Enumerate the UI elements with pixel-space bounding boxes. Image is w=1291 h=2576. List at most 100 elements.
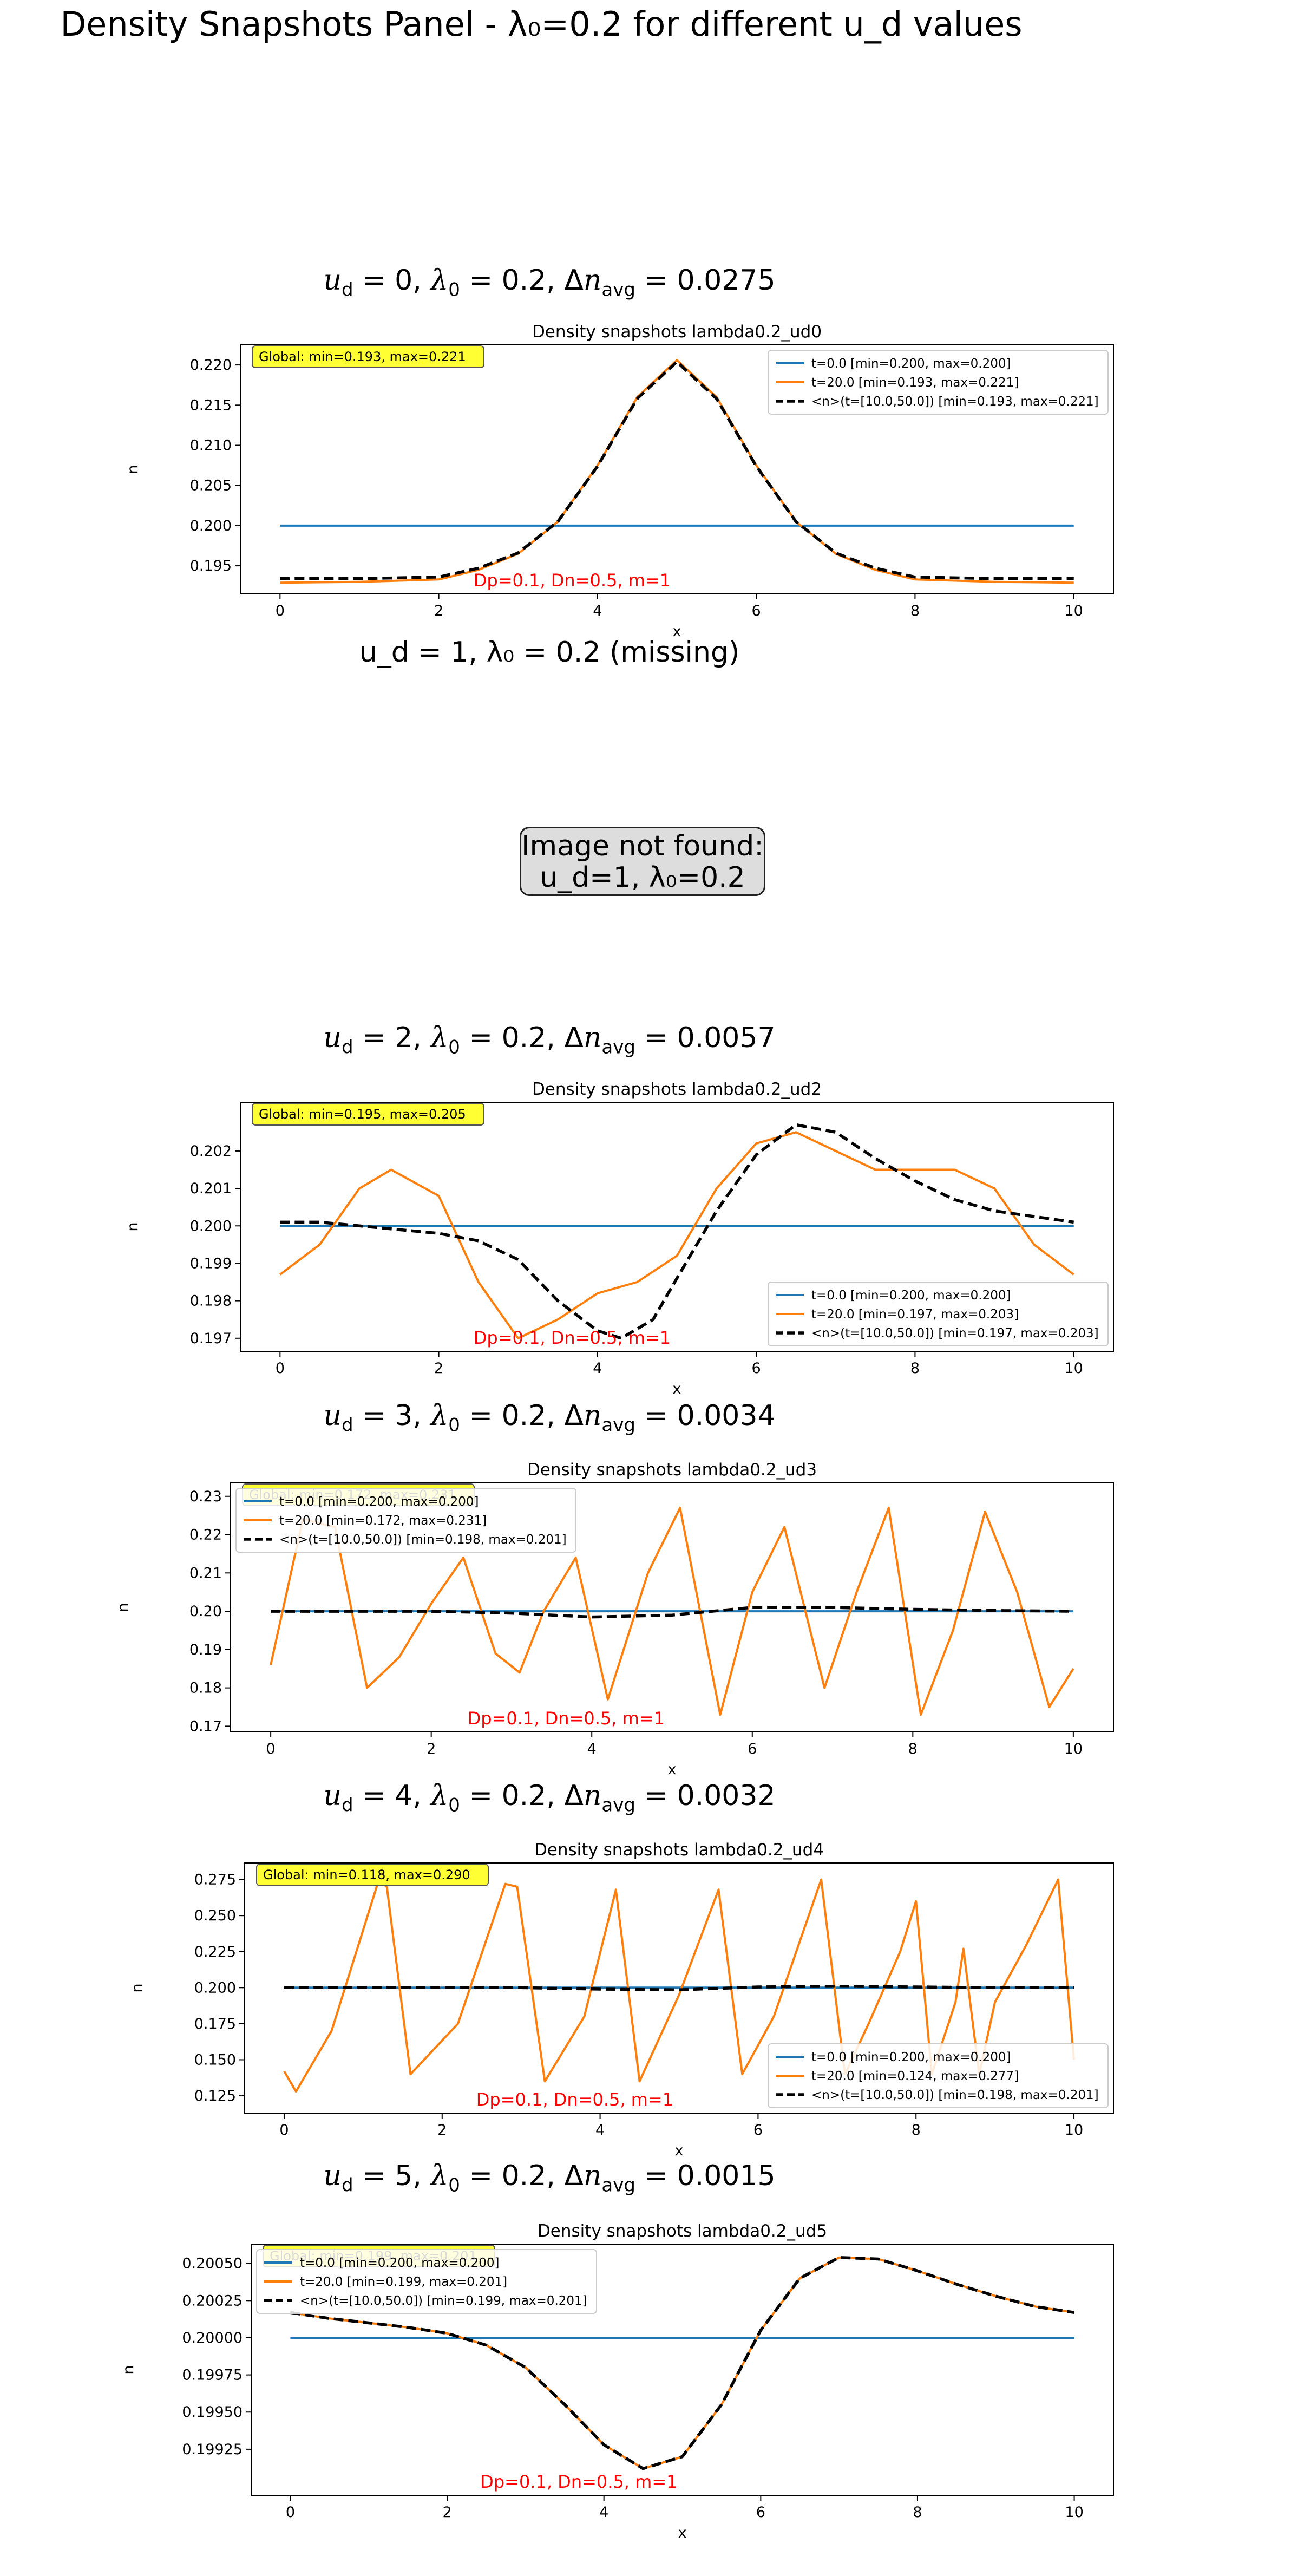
x-tick-label: 2 (442, 2504, 451, 2521)
global-range-label: Global: min=0.193, max=0.221 (259, 349, 466, 364)
panel-heading: ud = 0, λ0 = 0.2, Δnavg = 0.0275 (0, 264, 1099, 300)
heading-ud-value: 5 (395, 2160, 413, 2192)
y-tick-label: 0.150 (194, 2051, 236, 2068)
figure-title: Density Snapshots Panel - λ₀=0.2 for dif… (60, 4, 1023, 44)
heading-u-symbol: u (323, 1022, 342, 1054)
y-tick-label: 0.200 (190, 1218, 232, 1234)
heading-lambda-symbol: λ (430, 264, 449, 297)
y-tick-label: 0.202 (190, 1143, 232, 1160)
y-tick-label: 0.19975 (182, 2367, 243, 2384)
heading-lambda-sub: 0 (448, 1414, 460, 1436)
missing-image-notice: Image not found: u_d=1, λ₀=0.2 (520, 827, 765, 896)
legend: t=0.0 [min=0.200, max=0.200] t=20.0 [min=… (768, 2043, 1109, 2108)
x-tick-label: 8 (912, 2122, 921, 2139)
legend-entry: t=20.0 [min=0.197, max=0.203] (811, 1307, 1019, 1322)
heading-lambda-sub: 0 (448, 1794, 460, 1816)
heading-lambda-value: 0.2 (501, 1400, 547, 1432)
x-tick-label: 10 (1065, 1360, 1083, 1377)
heading-avg-sub: avg (601, 1794, 635, 1816)
heading-lambda-sub: 0 (448, 1036, 460, 1058)
heading-delta-symbol: Δ (564, 2160, 584, 2192)
legend-box (256, 2249, 597, 2314)
missing-notice-line2: u_d=1, λ₀=0.2 (540, 861, 745, 894)
y-tick-label: 0.225 (194, 1944, 236, 1960)
x-tick-label: 4 (593, 603, 602, 619)
x-axis-label: x (678, 2525, 687, 2541)
heading-ud-value: 3 (395, 1400, 413, 1432)
plot-frame (251, 2244, 1114, 2496)
heading-dn-value: 0.0034 (677, 1400, 776, 1432)
x-tick-label: 2 (434, 1360, 443, 1377)
params-annotation: Dp=0.1, Dn=0.5, m=1 (468, 1708, 665, 1729)
heading-dn-value: 0.0057 (677, 1022, 776, 1054)
y-tick-label: 0.275 (194, 1872, 236, 1888)
heading-sep: , (546, 2160, 565, 2192)
legend: t=0.0 [min=0.200, max=0.200] t=20.0 [min=… (235, 1488, 576, 1553)
series-line-average (284, 1984, 1074, 1992)
y-axis-label: n (124, 1222, 141, 1231)
legend: t=0.0 [min=0.200, max=0.200] t=20.0 [min=… (768, 350, 1109, 415)
missing-panel-heading: u_d = 1, λ₀ = 0.2 (missing) (359, 636, 740, 669)
heading-eq: = (353, 1780, 395, 1812)
heading-n-symbol: n (583, 1400, 602, 1432)
y-tick-label: 0.250 (194, 1907, 236, 1924)
chart-title: Density snapshots lambda0.2_ud3 (527, 1460, 817, 1480)
y-axis-label: n (120, 2365, 137, 2374)
heading-n-symbol: n (583, 2160, 602, 2192)
heading-avg-sub: avg (601, 279, 635, 301)
density-chart-4: Density snapshots lambda0.2_ud5 0 2 4 6 8 10 0.… (120, 2221, 1114, 2541)
heading-eq: = (460, 264, 502, 297)
series-line-final (280, 359, 1074, 584)
y-tick-label: 0.19 (189, 1642, 222, 1658)
series-line-final (279, 1131, 1074, 1339)
density-chart-0: Density snapshots lambda0.2_ud0 0 2 4 6 8 10 0.… (124, 322, 1114, 640)
heading-u-symbol: u (323, 2160, 342, 2192)
panel-heading: ud = 2, λ0 = 0.2, Δnavg = 0.0057 (0, 1022, 1099, 1058)
heading-lambda-sub: 0 (448, 2174, 460, 2196)
heading-eq: = (460, 1780, 502, 1812)
x-tick-label: 8 (908, 1741, 918, 1757)
heading-dn-value: 0.0275 (677, 264, 776, 297)
x-tick-label: 4 (595, 2122, 605, 2139)
legend-entry: t=20.0 [min=0.124, max=0.277] (811, 2069, 1019, 2083)
plot-frame (240, 344, 1114, 594)
global-range-badge (256, 1864, 489, 1886)
global-range-label: Global: min=0.118, max=0.290 (263, 1867, 470, 1882)
heading-eq: = (353, 264, 395, 297)
global-range-badge (252, 345, 484, 368)
heading-eq: = (635, 264, 677, 297)
y-tick-label: 0.198 (190, 1293, 232, 1310)
heading-u-sub: d (341, 1414, 353, 1436)
heading-u-sub: d (341, 279, 353, 301)
x-tick-label: 0 (286, 2504, 295, 2521)
y-tick-label: 0.195 (190, 558, 232, 574)
heading-eq: = (353, 1400, 395, 1432)
legend-box (235, 1488, 576, 1553)
y-tick-label: 0.18 (189, 1680, 222, 1697)
heading-u-sub: d (341, 1036, 353, 1058)
heading-eq: = (635, 2160, 677, 2192)
heading-dn-value: 0.0032 (677, 1780, 776, 1812)
y-tick-label: 0.205 (190, 478, 232, 494)
heading-avg-sub: avg (601, 2174, 635, 2196)
global-range-label: Global: min=0.195, max=0.205 (259, 1107, 466, 1122)
x-tick-label: 4 (593, 1360, 602, 1377)
x-tick-label: 4 (587, 1741, 597, 1757)
heading-lambda-symbol: λ (430, 1780, 449, 1812)
x-tick-label: 10 (1065, 603, 1083, 619)
heading-lambda-symbol: λ (430, 1022, 449, 1054)
heading-sep: , (546, 1780, 565, 1812)
y-tick-label: 0.175 (194, 2016, 236, 2032)
y-tick-label: 0.220 (190, 357, 232, 374)
heading-sep: , (412, 1780, 431, 1812)
plot-frame (240, 1102, 1114, 1352)
params-annotation: Dp=0.1, Dn=0.5, m=1 (474, 1328, 671, 1348)
heading-n-symbol: n (583, 1022, 602, 1054)
x-axis-label: x (668, 1761, 677, 1778)
y-tick-label: 0.210 (190, 437, 232, 454)
heading-ud-value: 2 (395, 1022, 413, 1054)
legend-entry: <n>(t=[10.0,50.0]) [min=0.198, max=0.201… (811, 2088, 1099, 2102)
x-tick-label: 0 (276, 1360, 285, 1377)
heading-delta-symbol: Δ (564, 1022, 584, 1054)
params-annotation: Dp=0.1, Dn=0.5, m=1 (474, 570, 671, 591)
